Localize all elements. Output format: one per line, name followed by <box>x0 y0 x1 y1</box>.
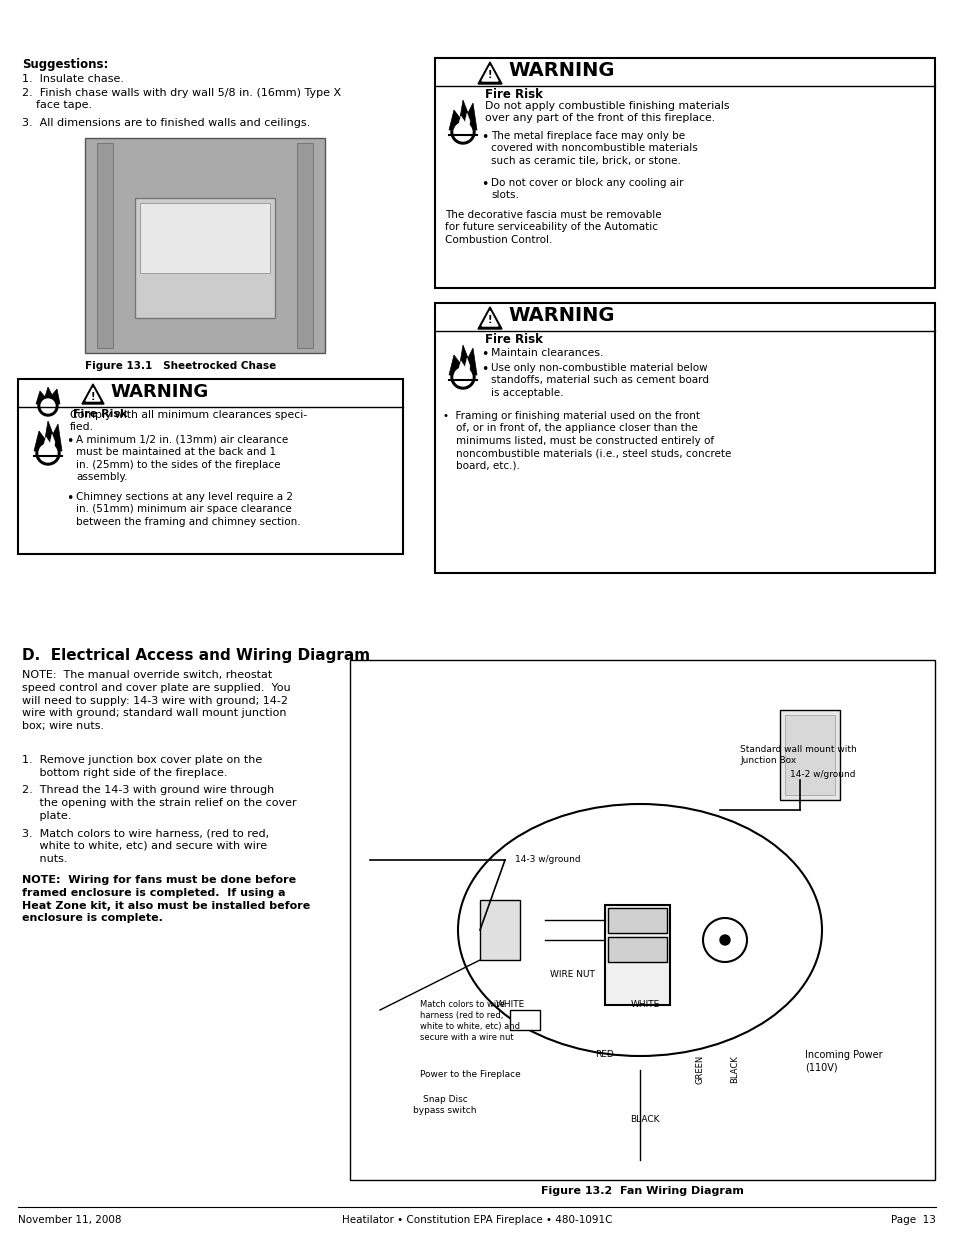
Circle shape <box>454 367 472 386</box>
Bar <box>296 143 313 348</box>
Bar <box>607 936 666 962</box>
Text: WHITE: WHITE <box>630 999 659 1009</box>
Text: WARNING: WARNING <box>507 61 614 80</box>
Polygon shape <box>36 387 60 404</box>
Text: WHITE: WHITE <box>495 999 524 1009</box>
Bar <box>780 710 840 800</box>
Bar <box>604 905 669 1004</box>
Text: •  Framing or finishing material used on the front
    of, or in front of, the a: • Framing or finishing material used on … <box>442 411 731 470</box>
Text: Standard wall mount with
Junction Box: Standard wall mount with Junction Box <box>740 745 856 766</box>
Circle shape <box>720 935 729 945</box>
Bar <box>510 1009 539 1030</box>
Text: !: ! <box>487 71 492 80</box>
Bar <box>479 901 519 960</box>
Text: !: ! <box>91 392 95 402</box>
Polygon shape <box>481 310 497 327</box>
Text: •: • <box>480 362 488 376</box>
Polygon shape <box>82 383 104 404</box>
Text: !: ! <box>487 315 492 325</box>
Text: Incoming Power
(110V): Incoming Power (110V) <box>804 1050 882 1072</box>
Polygon shape <box>86 388 100 401</box>
Circle shape <box>36 442 60 465</box>
Text: Power to the Fireplace: Power to the Fireplace <box>419 1070 520 1079</box>
Polygon shape <box>477 62 501 84</box>
Text: A minimum 1/2 in. (13mm) air clearance
must be maintained at the back and 1
in. : A minimum 1/2 in. (13mm) air clearance m… <box>76 435 288 482</box>
Bar <box>135 198 274 318</box>
Text: Do not apply combustible finishing materials
over any part of the front of this : Do not apply combustible finishing mater… <box>484 101 729 124</box>
Bar <box>435 303 934 573</box>
Text: WARNING: WARNING <box>110 383 208 401</box>
Text: NOTE:  Wiring for fans must be done before
framed enclosure is completed.  If us: NOTE: Wiring for fans must be done befor… <box>22 875 310 923</box>
Text: The decorative fascia must be removable
for future serviceability of the Automat: The decorative fascia must be removable … <box>444 210 661 245</box>
Text: Figure 13.2  Fan Wiring Diagram: Figure 13.2 Fan Wiring Diagram <box>540 1186 742 1196</box>
Text: 3.  Match colors to wire harness, (red to red,
     white to white, etc) and sec: 3. Match colors to wire harness, (red to… <box>22 828 269 863</box>
Polygon shape <box>449 100 476 130</box>
Text: Page  13: Page 13 <box>890 1215 935 1225</box>
Text: Maintain clearances.: Maintain clearances. <box>491 348 602 357</box>
Text: Suggestions:: Suggestions: <box>22 58 109 71</box>
Text: 14-3 w/ground: 14-3 w/ground <box>515 855 580 863</box>
Text: D.  Electrical Access and Wiring Diagram: D. Electrical Access and Wiring Diagram <box>22 648 370 663</box>
Text: November 11, 2008: November 11, 2008 <box>18 1215 121 1225</box>
Text: •: • <box>66 435 73 448</box>
Bar <box>435 58 934 288</box>
Text: 3.  All dimensions are to finished walls and ceilings.: 3. All dimensions are to finished walls … <box>22 118 310 127</box>
Bar <box>350 661 934 1180</box>
Text: 1.  Remove junction box cover plate on the
     bottom right side of the firepla: 1. Remove junction box cover plate on th… <box>22 755 262 778</box>
Polygon shape <box>477 307 501 329</box>
Text: WIRE NUT: WIRE NUT <box>550 970 595 978</box>
Text: BLACK: BLACK <box>730 1055 739 1082</box>
Text: Fire Risk: Fire Risk <box>484 333 542 346</box>
Polygon shape <box>42 434 55 452</box>
Text: RED: RED <box>595 1050 614 1059</box>
Bar <box>97 143 112 348</box>
Bar <box>607 908 666 933</box>
Bar <box>85 139 325 353</box>
Text: Fire Risk: Fire Risk <box>73 409 128 419</box>
Text: GREEN: GREEN <box>695 1055 703 1085</box>
Text: Snap Disc
bypass switch: Snap Disc bypass switch <box>413 1095 476 1115</box>
Text: 1.  Insulate chase.: 1. Insulate chase. <box>22 74 124 84</box>
Circle shape <box>39 444 57 461</box>
Text: WARNING: WARNING <box>507 306 614 325</box>
Polygon shape <box>456 357 470 375</box>
Circle shape <box>41 400 55 413</box>
Text: Match colors to wire
harness (red to red,
white to white, etc) and
secure with a: Match colors to wire harness (red to red… <box>419 999 519 1043</box>
Text: •: • <box>480 178 488 190</box>
Text: 2.  Thread the 14-3 with ground wire through
     the opening with the strain re: 2. Thread the 14-3 with ground wire thro… <box>22 785 296 820</box>
Text: NOTE:  The manual override switch, rheostat
speed control and cover plate are su: NOTE: The manual override switch, rheost… <box>22 670 291 731</box>
Circle shape <box>451 365 475 388</box>
Text: 2.  Finish chase walls with dry wall 5/8 in. (16mm) Type X
    face tape.: 2. Finish chase walls with dry wall 5/8 … <box>22 88 341 110</box>
Text: 14-2 w/ground: 14-2 w/ground <box>789 769 855 779</box>
Circle shape <box>38 396 58 416</box>
Polygon shape <box>34 421 62 452</box>
Circle shape <box>454 122 472 141</box>
Text: Comply with all minimum clearances speci-
fied.: Comply with all minimum clearances speci… <box>70 409 307 433</box>
Text: Heatilator • Constitution EPA Fireplace • 480-1091C: Heatilator • Constitution EPA Fireplace … <box>341 1215 612 1225</box>
Bar <box>140 203 270 273</box>
Text: Fire Risk: Fire Risk <box>484 88 542 101</box>
Text: BLACK: BLACK <box>630 1115 659 1124</box>
Text: Use only non-combustible material below
standoffs, material such as cement board: Use only non-combustible material below … <box>491 362 708 398</box>
Polygon shape <box>449 345 476 375</box>
Text: Do not cover or block any cooling air
slots.: Do not cover or block any cooling air sl… <box>491 178 682 200</box>
Text: •: • <box>480 131 488 143</box>
Text: The metal fireplace face may only be
covered with noncombustible materials
such : The metal fireplace face may only be cov… <box>491 131 697 166</box>
Bar <box>18 379 402 554</box>
Polygon shape <box>456 113 470 130</box>
Text: •: • <box>480 348 488 361</box>
Text: Figure 13.1   Sheetrocked Chase: Figure 13.1 Sheetrocked Chase <box>85 361 276 371</box>
Bar <box>784 715 834 795</box>
Text: Chimney sections at any level require a 2
in. (51mm) minimum air space clearance: Chimney sections at any level require a … <box>76 492 300 527</box>
Polygon shape <box>481 66 497 80</box>
Text: •: • <box>66 492 73 505</box>
Circle shape <box>451 120 475 143</box>
